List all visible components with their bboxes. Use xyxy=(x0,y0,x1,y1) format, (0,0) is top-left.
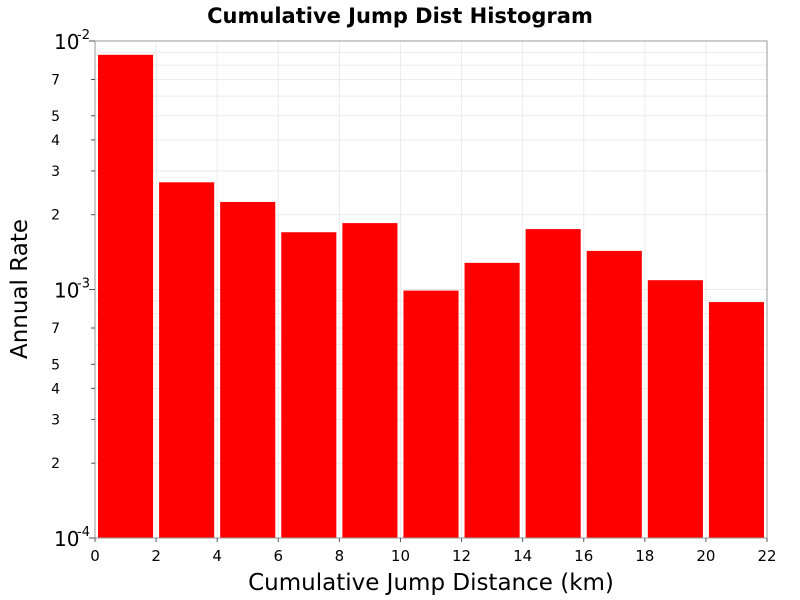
histogram-bar xyxy=(220,201,276,538)
y-major-tick-label: 10-4 xyxy=(54,525,90,551)
y-tick-label: 5 xyxy=(51,109,60,125)
y-tick-label: 2 xyxy=(51,456,60,472)
histogram-bar xyxy=(708,302,764,538)
x-tick-label: 8 xyxy=(335,547,345,565)
histogram-bar xyxy=(647,280,703,538)
histogram-bar xyxy=(586,250,642,539)
y-tick-label: 3 xyxy=(51,412,60,428)
y-tick-label: 4 xyxy=(51,133,60,149)
histogram-bar xyxy=(403,290,459,538)
x-tick-label: 0 xyxy=(90,547,100,565)
histogram-bar xyxy=(525,229,581,538)
y-tick-label: 4 xyxy=(51,381,60,397)
y-tick-label: 2 xyxy=(51,208,60,224)
x-tick-label: 22 xyxy=(757,547,776,565)
y-major-tick-exponent: -2 xyxy=(77,28,90,43)
x-tick-label: 18 xyxy=(635,547,654,565)
y-axis-label: Annual Rate xyxy=(7,219,33,359)
y-major-tick-base: 10 xyxy=(54,30,79,54)
x-tick-label: 2 xyxy=(151,547,161,565)
histogram-bar xyxy=(159,182,215,539)
y-tick-label: 7 xyxy=(51,72,60,88)
y-major-tick-label: 10-2 xyxy=(54,28,90,54)
histogram-bar xyxy=(464,262,520,538)
y-tick-label: 7 xyxy=(51,321,60,337)
y-tick-label: 3 xyxy=(51,164,60,180)
histogram-bar xyxy=(98,54,154,539)
y-major-tick-label: 10-3 xyxy=(54,277,90,303)
x-tick-label: 16 xyxy=(574,547,593,565)
x-tick-label: 10 xyxy=(391,547,410,565)
x-tick-label: 12 xyxy=(452,547,471,565)
y-major-tick-base: 10 xyxy=(54,279,79,303)
bars xyxy=(98,54,764,539)
chart-title: Cumulative Jump Dist Histogram xyxy=(207,4,593,28)
x-axis-label: Cumulative Jump Distance (km) xyxy=(248,570,614,596)
histogram-bar xyxy=(342,223,398,538)
y-tick-label: 5 xyxy=(51,357,60,373)
x-axis-ticks: 0 2 4 6 8 10 12 14 16 18 20 22 xyxy=(90,538,777,565)
y-major-tick-exponent: -4 xyxy=(77,525,90,540)
histogram-bar xyxy=(281,232,337,538)
y-major-tick-base: 10 xyxy=(54,527,79,551)
x-tick-label: 4 xyxy=(212,547,222,565)
x-tick-label: 14 xyxy=(513,547,532,565)
x-tick-label: 6 xyxy=(273,547,283,565)
y-major-tick-exponent: -3 xyxy=(77,277,90,292)
x-tick-label: 20 xyxy=(696,547,715,565)
